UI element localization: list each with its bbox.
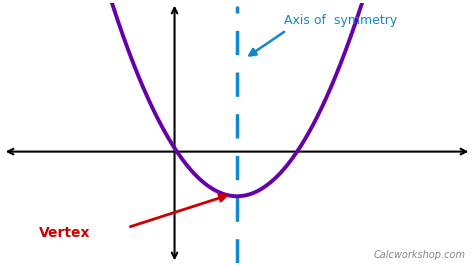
Text: Vertex: Vertex	[39, 226, 91, 240]
Text: Axis of  symmetry: Axis of symmetry	[284, 14, 397, 27]
Text: Calcworkshop.com: Calcworkshop.com	[374, 250, 466, 260]
